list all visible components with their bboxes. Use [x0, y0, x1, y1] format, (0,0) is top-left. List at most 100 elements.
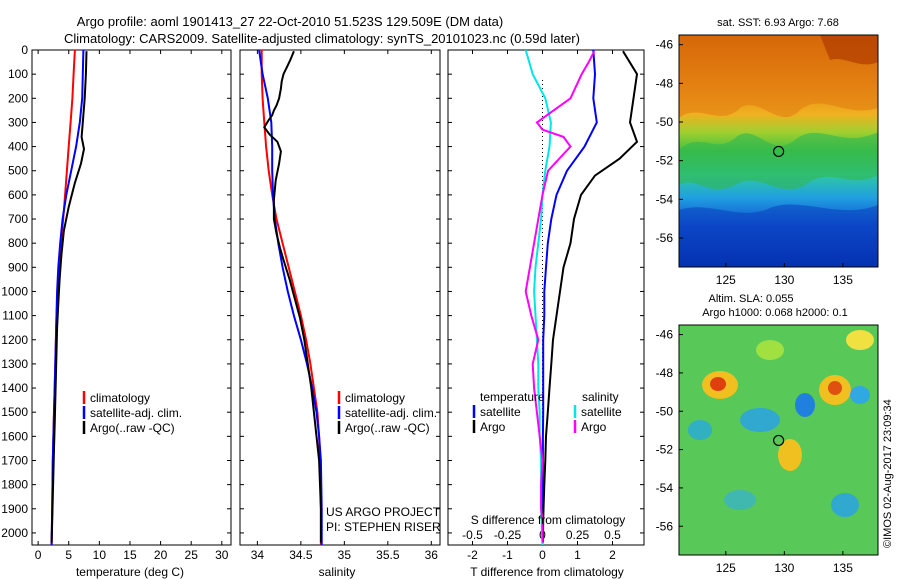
sla-heatmap — [679, 325, 878, 555]
sst-warm-core — [820, 35, 878, 65]
map-x-tick-label: 125 — [716, 561, 736, 575]
sla-anomaly — [795, 393, 815, 417]
x-tick-label: 20 — [154, 548, 168, 562]
map-y-tick-label: -52 — [656, 154, 674, 168]
legend-label-t-argo: Argo — [480, 420, 506, 434]
depth-tick-label: 700 — [8, 212, 28, 226]
sla-anomaly — [831, 493, 859, 517]
map-y-tick-label: -56 — [656, 231, 674, 245]
sla-anomaly — [778, 439, 802, 471]
sst-heatmap — [679, 35, 878, 267]
x-tick-label: 35.5 — [376, 548, 400, 562]
t-difference-axis-label: T difference from climatology — [470, 565, 624, 579]
map-x-tick-label: 130 — [774, 561, 794, 575]
legend-title-salinity: salinity — [582, 390, 619, 404]
sla-anomaly — [850, 386, 870, 404]
legend-label-climatology: climatology — [90, 391, 150, 405]
sla-anomaly — [740, 408, 780, 432]
salinity-panel-frame — [239, 49, 441, 546]
map-y-tick-label: -48 — [656, 76, 674, 90]
legend-label-satellite: satellite-adj. clim. — [345, 406, 437, 420]
x-tick-label: 15 — [123, 548, 137, 562]
salinity-axis-label: salinity — [319, 565, 356, 579]
series-line-argo-raw-qc- — [50, 51, 88, 543]
series-line-climatology — [50, 49, 76, 546]
temperature-panel: 0 5 10 15 20 25 30 — [32, 49, 231, 562]
legend-label-s-satellite: satellite — [581, 405, 622, 419]
depth-tick-label: 0 — [21, 43, 28, 57]
map-y-tick-label: -56 — [656, 519, 674, 533]
depth-tick-label: 1600 — [1, 429, 28, 443]
series-line-t-argo — [541, 50, 639, 543]
x-tick-label: 5 — [65, 548, 72, 562]
sla-argo-marker — [773, 434, 785, 447]
depth-tick-label: 1200 — [1, 333, 28, 347]
sla-anomaly — [756, 340, 784, 360]
x-tick-label: 0 — [35, 548, 42, 562]
legend-label-climatology: climatology — [345, 391, 405, 405]
depth-tick-label: 1700 — [1, 453, 28, 467]
series-line-s-argo — [524, 50, 596, 543]
series-line-t-satellite — [541, 49, 598, 546]
s-tick-label: -0.25 — [494, 528, 522, 542]
legend-label-t-satellite: satellite — [480, 405, 521, 419]
map-y-tick-label: -54 — [656, 192, 674, 206]
figure-subtitle: Climatology: CARS2009. Satellite-adjuste… — [64, 31, 580, 46]
sla-anomaly — [724, 490, 756, 510]
temperature-legend: climatology satellite-adj. clim. Argo(..… — [82, 391, 182, 435]
depth-tick-label: 600 — [8, 188, 28, 202]
legend-title-temperature: temperature — [480, 390, 545, 404]
map-y-tick-label: -46 — [656, 38, 674, 52]
depth-axis: 0 100 200 300 400 500 600 700 800 900 1000 1100 1200… — [1, 43, 28, 540]
depth-tick-label: 500 — [8, 164, 28, 178]
depth-tick-label: 2000 — [1, 526, 28, 540]
x-tick-label: 1 — [574, 548, 581, 562]
sst-front-green — [679, 132, 878, 190]
sla-map-axes: 125 130 135 -46 -48 -50 -52 -54 -56 — [656, 328, 854, 575]
salinity-legend: climatology satellite-adj. clim. Argo(..… — [337, 391, 437, 435]
s-tick-label: 0.25 — [566, 528, 590, 542]
sla-field — [679, 325, 878, 555]
legend-label-argo: Argo(..raw -QC) — [90, 421, 175, 435]
x-tick-label: 36 — [425, 548, 439, 562]
series-line-satellite-adj-clim- — [50, 49, 85, 546]
depth-tick-label: 300 — [8, 115, 28, 129]
depth-tick-label: 1100 — [2, 309, 28, 323]
x-tick-label: 35 — [338, 548, 352, 562]
series-line-satellite-adj-clim- — [258, 49, 323, 545]
sla-map-subtitle: Argo h1000: 0.068 h2000: 0.1 — [702, 307, 848, 319]
x-tick-label: 30 — [215, 548, 229, 562]
sst-map-axes: 125 130 135 -46 -48 -50 -52 -54 -56 — [656, 38, 854, 287]
sla-anomaly — [688, 420, 712, 440]
map-x-tick-label: 135 — [833, 561, 853, 575]
map-y-tick-label: -48 — [656, 366, 674, 380]
map-y-tick-label: -54 — [656, 481, 674, 495]
legend-label-argo: Argo(..raw -QC) — [345, 421, 430, 435]
x-tick-label: 25 — [185, 548, 199, 562]
depth-tick-label: 1900 — [1, 502, 28, 516]
sla-anomaly — [828, 381, 842, 395]
map-y-tick-label: -46 — [656, 328, 674, 342]
temperature-axis-label: temperature (deg C) — [76, 565, 184, 579]
map-x-tick-label: 135 — [833, 273, 853, 287]
x-tick-label: -1 — [502, 548, 513, 562]
depth-tick-label: 1400 — [1, 381, 28, 395]
temperature-panel-frame — [31, 49, 232, 546]
sla-anomaly — [846, 330, 874, 350]
difference-panel: -2 -1 0 1 2-0.5 -0.25 0 0.25 0.5 — [448, 49, 644, 562]
depth-tick-label: 800 — [8, 236, 28, 250]
sst-map-frame — [678, 34, 879, 268]
sst-cold-band — [679, 204, 878, 267]
depth-tick-label: 1800 — [1, 478, 28, 492]
difference-panel-frame — [447, 49, 645, 546]
x-tick-label: 34.5 — [289, 548, 313, 562]
s-tick-label: 0.5 — [604, 528, 621, 542]
depth-tick-label: 1300 — [1, 357, 28, 371]
s-difference-axis-label: S difference from climatology — [471, 513, 626, 527]
map-y-tick-label: -52 — [656, 443, 674, 457]
legend-label-satellite: satellite-adj. clim. — [90, 406, 182, 420]
credit-text: ©IMOS 02-Aug-2017 23:09:34 — [882, 399, 894, 548]
legend-label-s-argo: Argo — [581, 420, 607, 434]
map-y-tick-label: -50 — [656, 115, 674, 129]
